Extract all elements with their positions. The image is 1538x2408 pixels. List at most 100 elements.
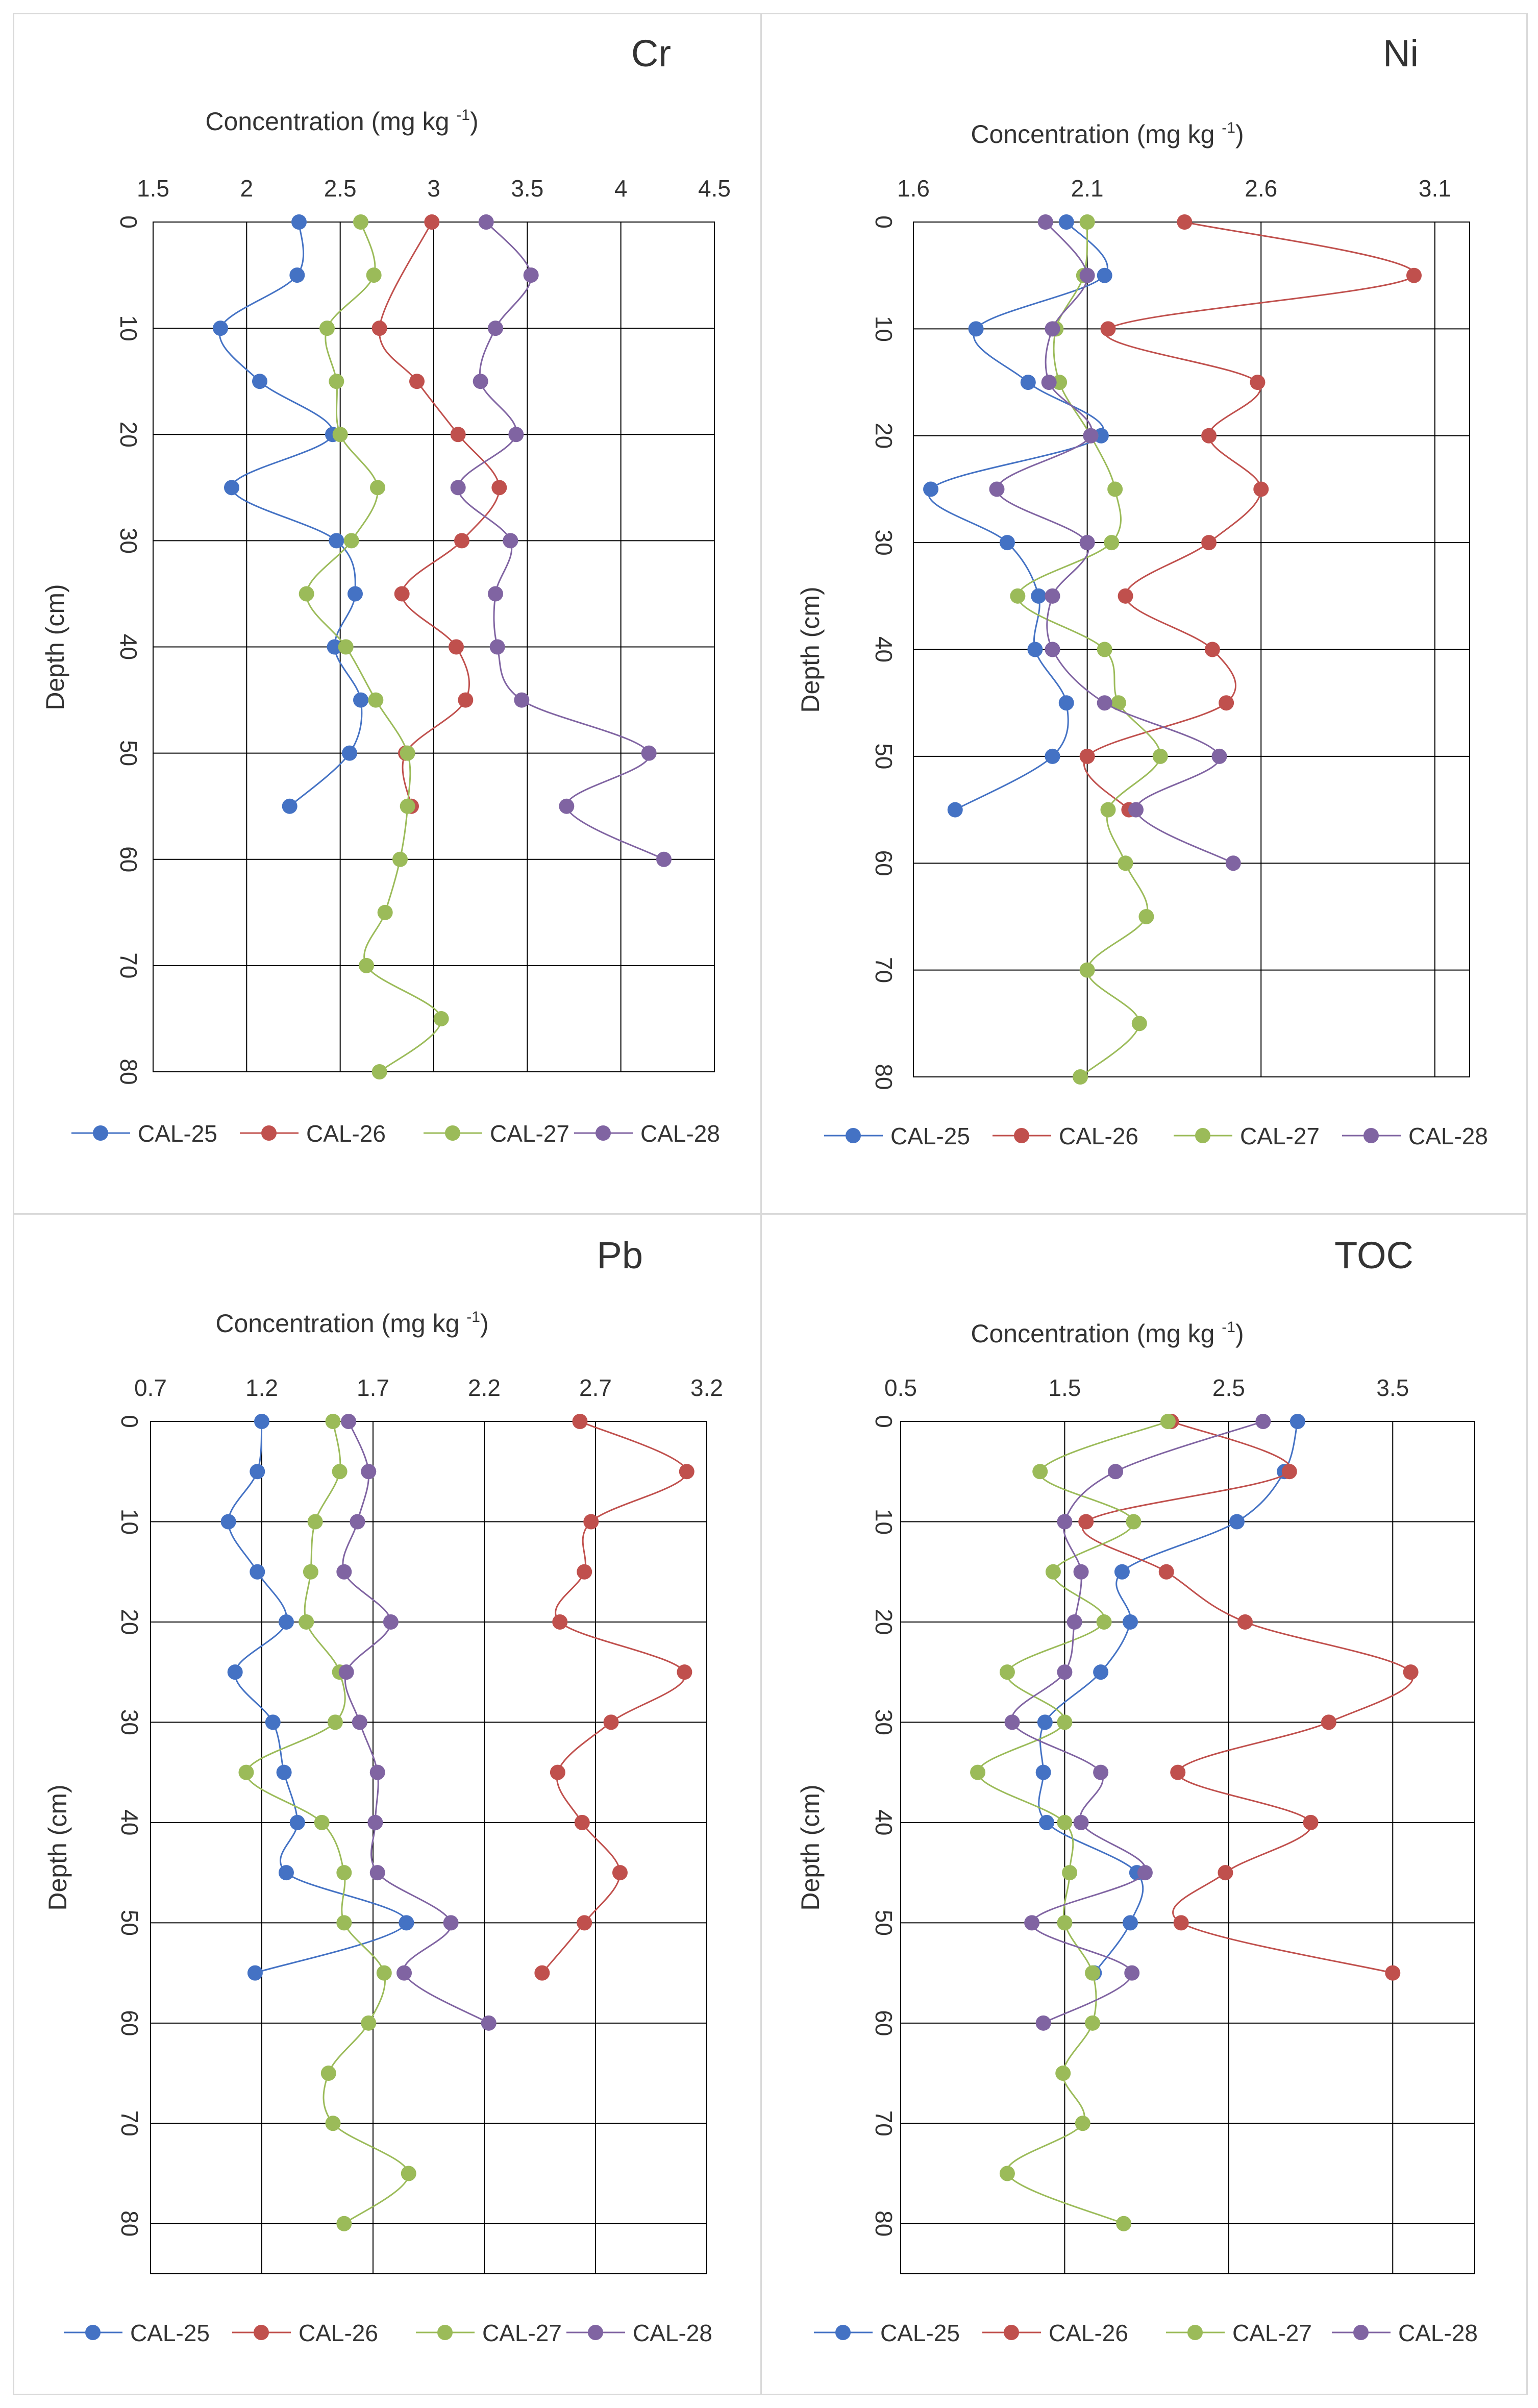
ni-point-cal-28 [1045,321,1060,337]
ni-ytick-label: 50 [871,743,897,769]
toc-point-cal-28 [1073,1564,1089,1580]
pb-point-cal-28 [383,1614,399,1630]
cr-point-cal-25 [252,374,267,389]
ni-point-cal-25 [1020,375,1036,390]
toc-point-cal-28 [1255,1414,1271,1429]
pb-point-cal-26 [679,1464,694,1480]
cr-legend-label-cal-27: CAL-27 [490,1120,569,1147]
panel-frame-toc [760,1213,1528,2395]
ni-point-cal-25 [1058,695,1074,711]
ni-point-cal-27 [1100,802,1116,818]
pb-point-cal-27 [327,1714,343,1730]
cr-ytick-label: 10 [115,315,142,341]
cr-point-cal-25 [213,321,228,336]
cr-ytick-label: 70 [115,952,142,978]
pb-point-cal-27 [376,1965,392,1981]
toc-point-cal-26 [1158,1564,1174,1580]
ni-point-cal-26 [1406,267,1422,283]
cr-legend-label-cal-26: CAL-26 [306,1120,386,1147]
toc-point-cal-28 [1057,1514,1073,1530]
cr-point-cal-25 [348,586,363,602]
panel-frame-ni [760,13,1528,1215]
pb-legend-marker-cal-27 [437,2325,453,2340]
cr-point-cal-28 [488,586,503,602]
pb-point-cal-26 [677,1664,692,1680]
ni-point-cal-26 [1201,428,1217,444]
toc-point-cal-27 [1085,1965,1101,1981]
pb-ytick-label: 0 [116,1415,143,1428]
pb-point-cal-25 [399,1915,414,1931]
ni-point-cal-26 [1100,321,1116,337]
cr-point-cal-26 [371,321,387,336]
toc-point-cal-27 [1055,2066,1071,2081]
pb-point-cal-25 [254,1414,269,1429]
pb-plot-border [150,1421,707,2274]
cr-ylabel: Depth (cm) [41,584,69,710]
cr-legend-marker-cal-26 [261,1125,277,1141]
toc-point-cal-25 [1093,1664,1109,1680]
ni-point-cal-27 [1110,695,1126,711]
toc-point-cal-27 [1032,1464,1048,1480]
ni-point-cal-28 [1083,428,1099,444]
toc-legend-marker-cal-27 [1187,2325,1203,2340]
ni-point-cal-26 [1201,535,1217,551]
toc-point-cal-27 [1075,2116,1090,2131]
toc-series-line-cal-26 [1081,1420,1414,1974]
toc-legend-marker-cal-26 [1004,2325,1019,2340]
ni-xtick-label: 2.1 [1071,175,1104,202]
ni-xtick-label: 1.6 [897,175,930,202]
pb-legend-marker-cal-28 [588,2325,603,2340]
toc-point-cal-28 [1035,2015,1051,2031]
cr-point-cal-27 [400,745,415,761]
cr-xtick-label: 3 [427,175,440,202]
ni-legend-marker-cal-25 [846,1128,861,1143]
ni-point-cal-28 [989,481,1005,497]
ni-point-cal-28 [1128,802,1144,818]
toc-point-cal-26 [1403,1664,1419,1680]
pb-point-cal-25 [250,1564,265,1580]
cr-point-cal-27 [392,851,408,867]
toc-ytick-label: 80 [871,2210,897,2237]
pb-point-cal-28 [369,1764,385,1780]
cr-point-cal-25 [289,267,305,283]
toc-ytick-label: 40 [871,1809,897,1835]
pb-ytick-label: 40 [116,1809,143,1835]
toc-legend-marker-cal-28 [1353,2325,1369,2340]
ni-point-cal-27 [1152,748,1168,764]
toc-point-cal-28 [1024,1915,1040,1931]
cr-legend-label-cal-28: CAL-28 [640,1120,720,1147]
pb-point-cal-27 [336,2216,352,2231]
ni-point-cal-28 [1041,375,1057,390]
ni-legend-label-cal-26: CAL-26 [1059,1123,1138,1149]
pb-xtick-label: 0.7 [134,1374,167,1401]
ni-point-cal-28 [1211,748,1227,764]
pb-point-cal-25 [220,1514,236,1530]
cr-point-cal-28 [508,427,524,443]
toc-legend-label-cal-27: CAL-27 [1232,2320,1312,2346]
pb-point-cal-26 [583,1514,599,1530]
pb-legend-label-cal-28: CAL-28 [633,2320,712,2346]
cr-point-cal-27 [433,1011,449,1026]
pb-ytick-label: 30 [116,1709,143,1735]
toc-point-cal-28 [1066,1614,1082,1630]
toc-legend-label-cal-25: CAL-25 [880,2320,960,2346]
pb-point-cal-28 [336,1564,352,1580]
ni-legend-label-cal-25: CAL-25 [890,1123,970,1149]
pb-point-cal-27 [336,1915,352,1931]
ni-ytick-label: 60 [871,850,897,876]
pb-point-cal-28 [361,1464,377,1480]
pb-point-cal-28 [443,1915,459,1931]
cr-point-cal-26 [409,374,425,389]
ni-point-cal-27 [1010,588,1026,604]
toc-point-cal-25 [1114,1564,1130,1580]
pb-legend-label-cal-25: CAL-25 [130,2320,210,2346]
ni-legend-marker-cal-27 [1195,1128,1210,1143]
toc-point-cal-26 [1218,1865,1233,1881]
pb-point-cal-28 [350,1514,365,1530]
ni-ytick-label: 70 [871,957,897,983]
pb-point-cal-27 [307,1514,323,1530]
ni-ytick-label: 40 [871,636,897,662]
toc-point-cal-27 [970,1764,986,1780]
cr-ytick-label: 20 [115,422,142,448]
